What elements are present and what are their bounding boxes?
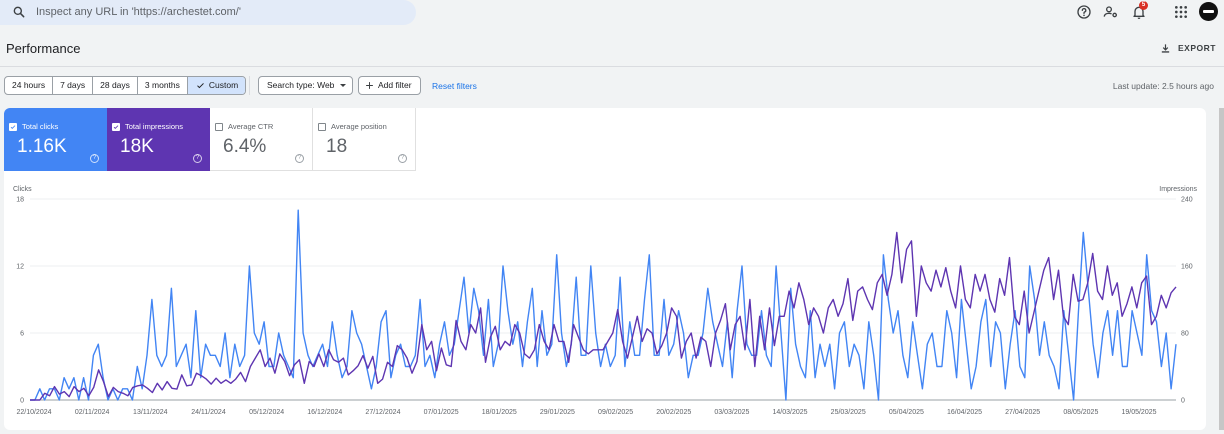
add-filter-button[interactable]: Add filter — [358, 76, 421, 95]
range-3-months[interactable]: 3 months — [138, 77, 188, 94]
range-custom[interactable]: Custom — [187, 77, 246, 94]
account-avatar[interactable] — [1199, 2, 1218, 21]
check-icon — [197, 83, 204, 89]
search-type-label: Search type: Web — [267, 80, 335, 90]
metric-total-impressions[interactable]: Total impressions 18K ? — [107, 108, 210, 171]
top-bar: Inspect any URL in 'https://archestet.co… — [0, 0, 1224, 26]
help-icon[interactable]: ? — [295, 154, 304, 163]
range-7-days[interactable]: 7 days — [53, 77, 94, 94]
help-icon[interactable]: ? — [398, 154, 407, 163]
position-label: Average position — [331, 122, 387, 131]
search-placeholder: Inspect any URL in 'https://archestet.co… — [36, 6, 241, 18]
reset-filters-link[interactable]: Reset filters — [432, 81, 477, 91]
help-icon[interactable] — [1076, 4, 1092, 20]
metric-average-position[interactable]: Average position 18 ? — [313, 108, 416, 171]
clicks-value: 1.16K — [17, 136, 67, 157]
header-divider — [0, 66, 1224, 67]
impressions-label: Total impressions — [125, 122, 183, 131]
notification-count-badge: 5 — [1139, 1, 1148, 10]
ctr-checkbox[interactable] — [215, 123, 223, 131]
url-inspection-search[interactable]: Inspect any URL in 'https://archestet.co… — [0, 0, 416, 25]
last-update-text: Last update: 2.5 hours ago — [1112, 81, 1214, 91]
add-filter-label: Add filter — [378, 80, 412, 90]
plus-icon — [366, 82, 373, 89]
range-28-days[interactable]: 28 days — [93, 77, 138, 94]
help-icon[interactable]: ? — [193, 154, 202, 163]
range-24-hours[interactable]: 24 hours — [5, 77, 54, 94]
ctr-value: 6.4% — [223, 136, 267, 157]
filter-separator — [249, 76, 250, 95]
help-icon[interactable]: ? — [90, 154, 99, 163]
export-button[interactable]: EXPORT — [1160, 41, 1216, 55]
page-title: Performance — [6, 41, 81, 56]
ctr-label: Average CTR — [228, 122, 274, 131]
position-value: 18 — [326, 136, 348, 157]
impressions-value: 18K — [120, 136, 154, 157]
metric-total-clicks[interactable]: Total clicks 1.16K ? — [4, 108, 107, 171]
apps-grid-icon[interactable] — [1173, 4, 1189, 20]
range-custom-label: Custom — [208, 80, 239, 90]
impressions-checkbox[interactable] — [112, 123, 120, 131]
download-icon — [1161, 43, 1170, 53]
search-type-dropdown[interactable]: Search type: Web — [258, 76, 353, 95]
manage-users-icon[interactable] — [1103, 4, 1119, 20]
search-icon — [13, 6, 25, 18]
dropdown-caret-icon — [340, 84, 346, 87]
date-range-selector: 24 hours 7 days 28 days 3 months Custom — [4, 76, 247, 95]
clicks-checkbox[interactable] — [9, 123, 17, 131]
scrollbar[interactable] — [1219, 108, 1224, 430]
export-label: EXPORT — [1178, 43, 1216, 53]
clicks-label: Total clicks — [22, 122, 59, 131]
position-checkbox[interactable] — [318, 123, 326, 131]
metric-average-ctr[interactable]: Average CTR 6.4% ? — [210, 108, 313, 171]
performance-card: Total clicks 1.16K ? Total impressions 1… — [4, 108, 1206, 430]
